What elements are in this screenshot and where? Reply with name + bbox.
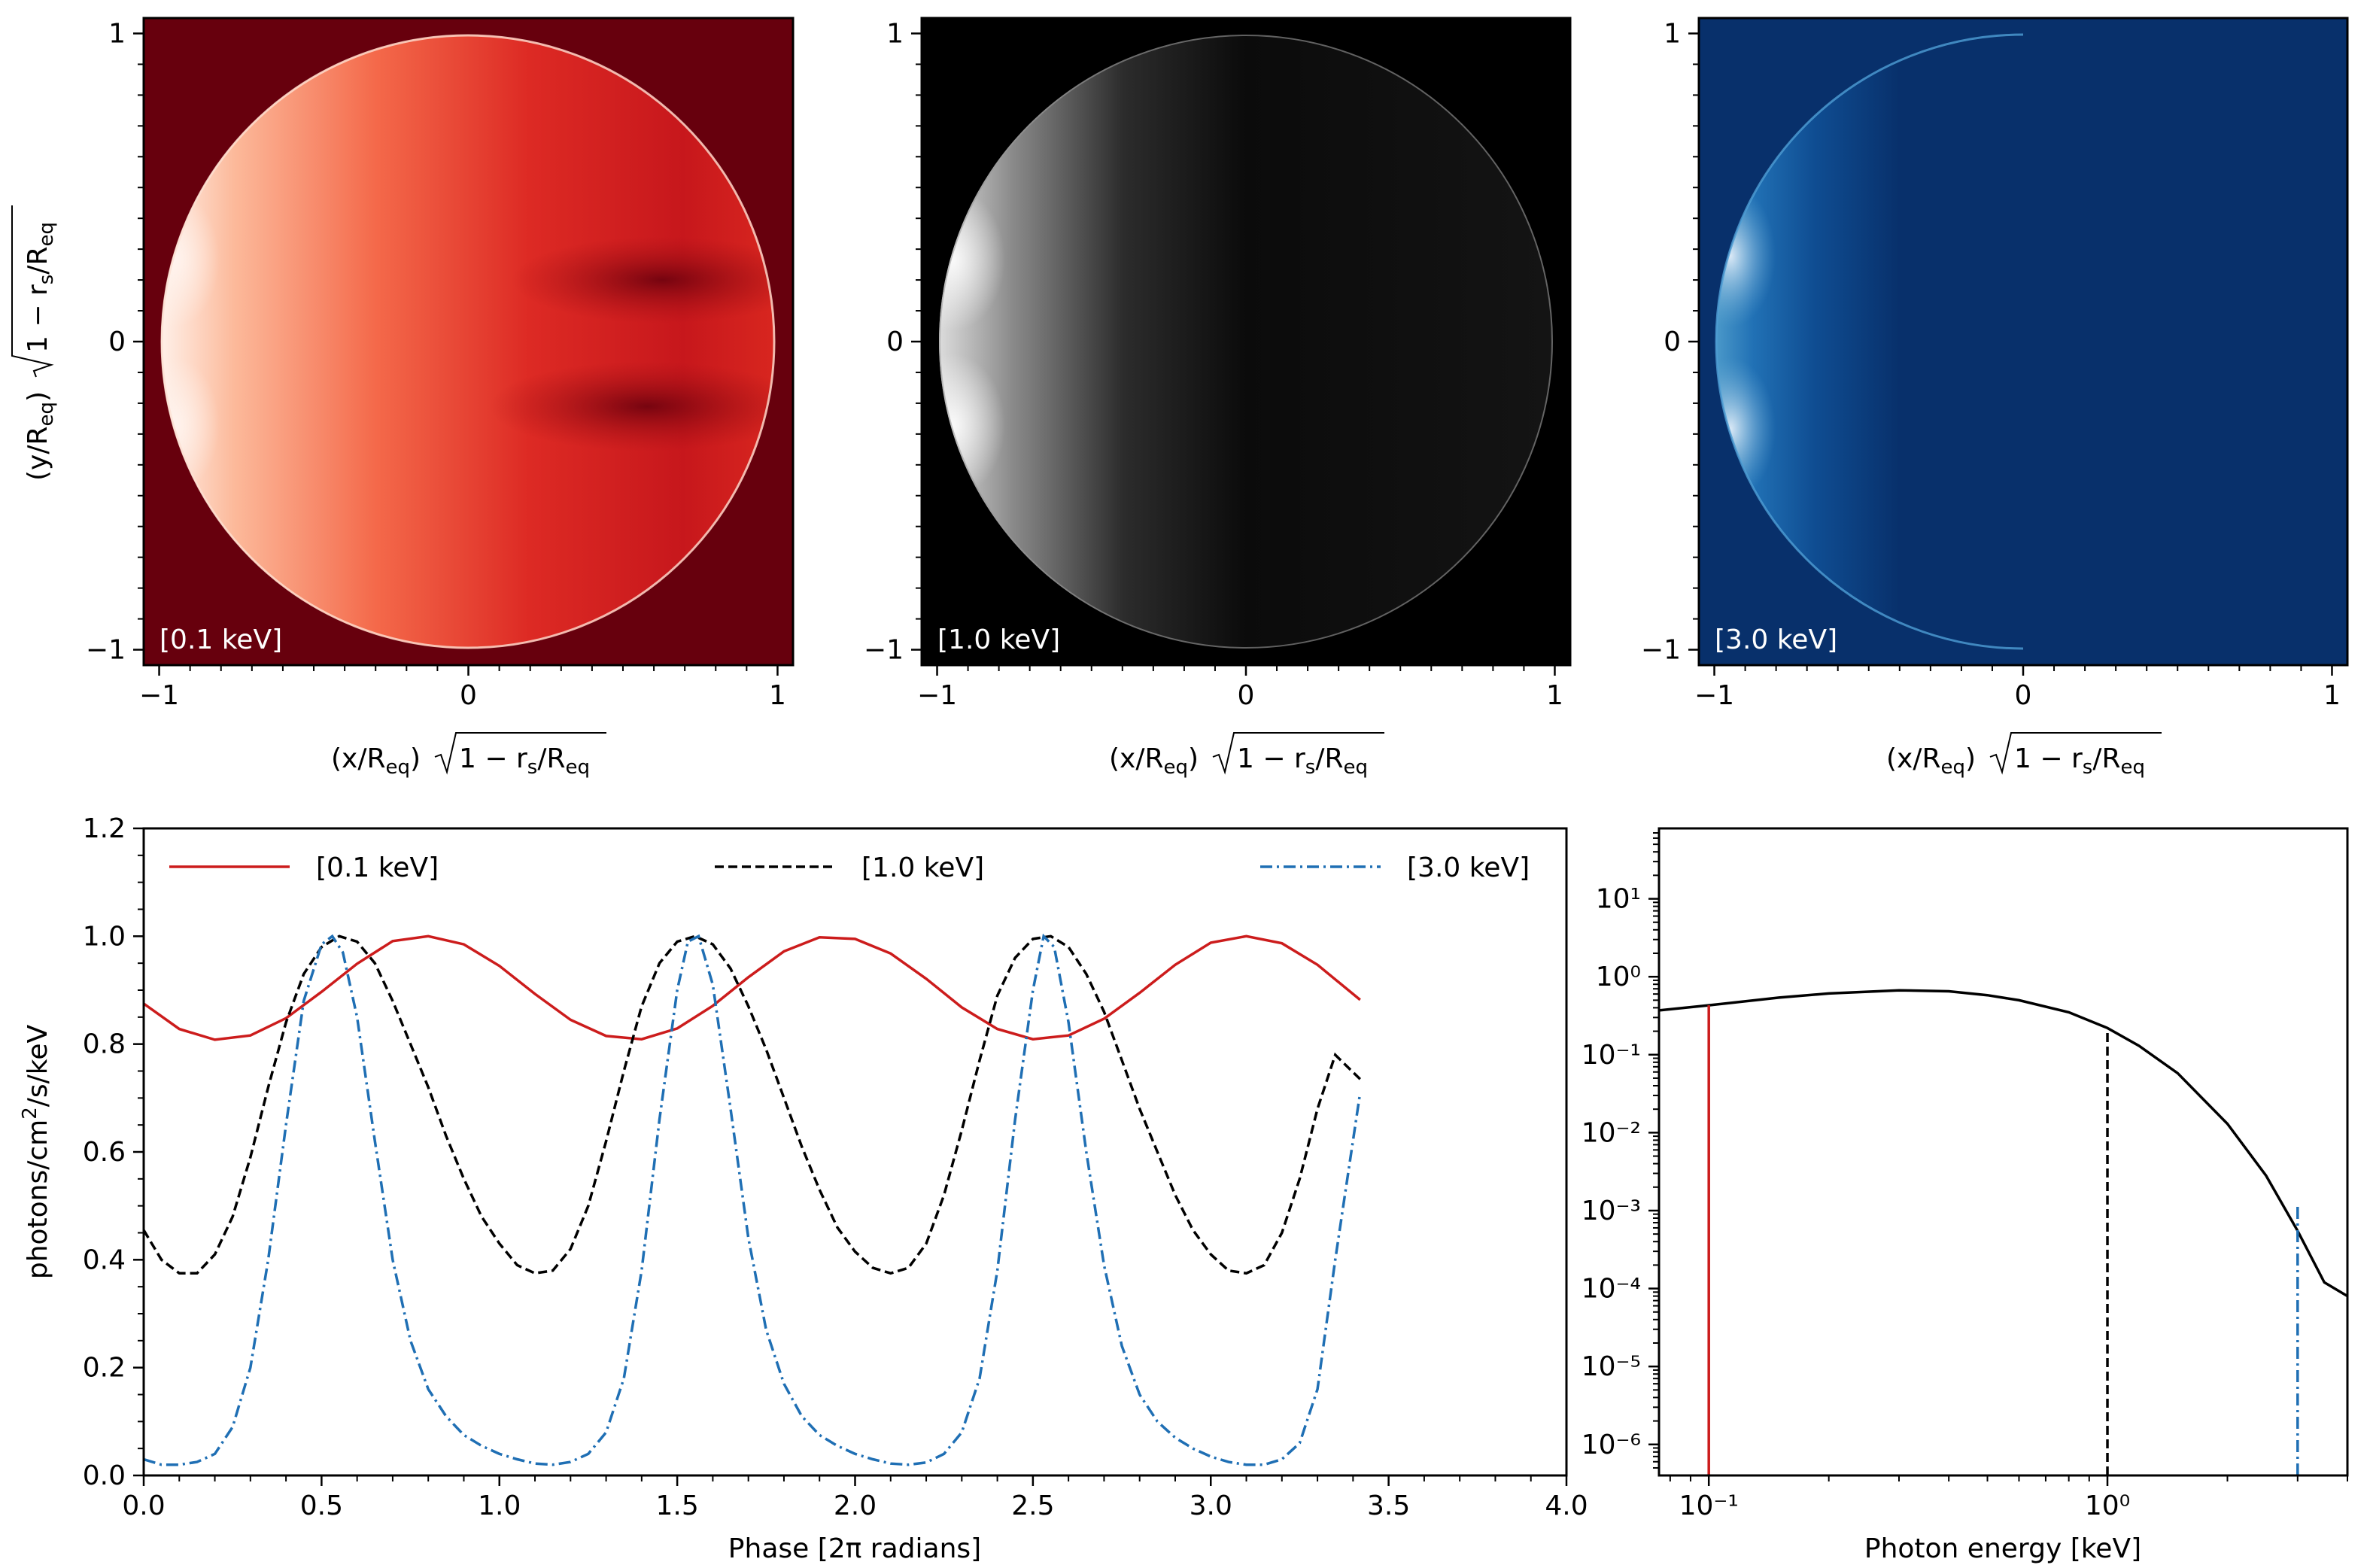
y-tick-label: 1.0 <box>83 921 126 952</box>
panel-2-xlabel: (x/Req) 1 − rs/Req <box>1109 732 1384 779</box>
panel-2-bright-spot-lower <box>939 354 1005 497</box>
panel-3-axes: −1 0 1 −1 0 1 <box>1641 17 2349 711</box>
panel-1-ylabel: (y/Req) 1 − rs/Req <box>11 205 58 481</box>
svg-text:(y/Req): (y/Req) <box>23 391 58 481</box>
svg-text:(x/Req): (x/Req) <box>1109 743 1199 779</box>
y-tick-label: −1 <box>1641 635 1681 666</box>
svg-text:1 − rs/Req: 1 − rs/Req <box>1237 743 1368 779</box>
legend-label-1: [1.0 keV] <box>861 852 984 883</box>
pulse-profile-frame-bg <box>144 828 1566 1475</box>
y-tick-label: 10⁻² <box>1582 1117 1641 1148</box>
spectrum-panel: 10⁻¹ 10⁰ 10⁻⁶ 10⁻⁵ 10⁻⁴ 10⁻³ 10⁻² 10⁻¹ 10⁰ 10¹ Ph… <box>1582 827 2349 1564</box>
x-tick-label: 0 <box>1238 680 1255 711</box>
legend: [0.1 keV] [1.0 keV] [3.0 keV] <box>169 852 1530 883</box>
svg-text:1 − rs/Req: 1 − rs/Req <box>459 743 590 779</box>
y-tick-label: 1 <box>1664 18 1681 49</box>
y-tick-label: 0.8 <box>83 1029 126 1060</box>
x-tick-label: 1 <box>1546 680 1563 711</box>
y-tick-label: −1 <box>864 635 904 666</box>
y-tick-label: 0 <box>886 327 904 357</box>
pulse-profile-panel: 0.0 0.5 1.0 1.5 2.0 2.5 3.0 3.5 4.0 0.0 0.2 0.4 0.6 0… <box>19 813 1588 1564</box>
panel-1-star-disk <box>161 35 775 649</box>
panel-1-annotation: [0.1 keV] <box>160 624 282 655</box>
panel-2-limb <box>939 35 1553 649</box>
legend-label-2: [3.0 keV] <box>1407 852 1530 883</box>
panel-1-limb <box>160 34 776 649</box>
image-panel-1-0kev: [1.0 keV] −1 0 1 −1 0 1 <box>864 17 1572 711</box>
x-tick-label: 1 <box>2323 680 2341 711</box>
x-tick-label: 0 <box>460 680 477 711</box>
panel-3-limb <box>1715 33 2024 650</box>
x-tick-label: 10⁻¹ <box>1679 1491 1739 1521</box>
y-tick-label: 0.0 <box>83 1460 126 1491</box>
x-tick-label: 2.0 <box>834 1491 877 1521</box>
x-tick-label: 2.5 <box>1011 1491 1054 1521</box>
legend-label-0: [0.1 keV] <box>316 852 439 883</box>
y-tick-label: 10⁻¹ <box>1582 1040 1641 1071</box>
y-tick-label: 10⁻⁶ <box>1582 1430 1641 1460</box>
series-line-2 <box>144 933 1362 1466</box>
y-tick-label: 0.4 <box>83 1244 126 1275</box>
spectrum-axes: 10⁻¹ 10⁰ 10⁻⁶ 10⁻⁵ 10⁻⁴ 10⁻³ 10⁻² 10⁻¹ 10⁰ 10¹ <box>1582 827 2349 1521</box>
y-tick-label: 10⁻⁵ <box>1582 1351 1641 1382</box>
panel-2-bright-spot-upper <box>939 188 1005 331</box>
axes-frame <box>1657 827 2349 1477</box>
panel-1-bright-spot-upper <box>161 192 220 327</box>
svg-text:photons/cm2/s/keV: photons/cm2/s/keV <box>19 1024 53 1279</box>
spectrum-xlabel: Photon energy [keV] <box>1864 1533 2141 1564</box>
svg-text:1 − rs/Req: 1 − rs/Req <box>2014 743 2145 779</box>
x-tick-label: 0.0 <box>122 1491 165 1521</box>
x-tick-label: 10⁰ <box>2085 1491 2130 1521</box>
y-tick-label: 0.6 <box>83 1137 126 1168</box>
image-panel-0-1kev: [0.1 keV] −1 0 1 −1 0 1 <box>86 17 795 711</box>
x-tick-label: 4.0 <box>1545 1491 1588 1521</box>
y-tick-label: 1 <box>108 18 126 49</box>
svg-text:(x/Req): (x/Req) <box>331 743 421 779</box>
spectrum-frame-bg <box>1659 828 2347 1475</box>
panel-2-star-disk <box>939 35 1553 649</box>
x-tick-label: 0.5 <box>300 1491 343 1521</box>
y-tick-label: 0 <box>108 327 126 357</box>
y-tick-label: 0.2 <box>83 1353 126 1384</box>
x-tick-label: −1 <box>139 680 179 711</box>
panel-1-axes: −1 0 1 −1 0 1 <box>86 17 795 711</box>
panel-1-xlabel: (x/Req) 1 − rs/Req <box>331 732 606 779</box>
panel-3-star-disk <box>1716 35 2330 649</box>
y-tick-label: 1 <box>886 18 904 49</box>
x-tick-label: −1 <box>917 680 957 711</box>
svg-text:1 − rs/Req: 1 − rs/Req <box>23 222 58 353</box>
y-tick-label: 0 <box>1664 327 1681 357</box>
y-tick-label: 10⁻³ <box>1582 1196 1641 1226</box>
panel-3-annotation: [3.0 keV] <box>1715 624 1837 655</box>
x-tick-label: 1 <box>769 680 786 711</box>
panel-3-xlabel: (x/Req) 1 − rs/Req <box>1886 732 2162 779</box>
spectrum-line <box>1659 989 2347 1298</box>
pulse-profile-xlabel: Phase [2π radians] <box>728 1533 981 1564</box>
panel-3-bright-spot-upper <box>1716 184 1776 327</box>
panel-1-dark-band-upper <box>512 236 775 324</box>
panel-3-bright-spot-lower <box>1716 357 1776 500</box>
x-tick-label: −1 <box>1694 680 1734 711</box>
y-tick-label: 10⁻⁴ <box>1582 1274 1641 1305</box>
panel-2-annotation: [1.0 keV] <box>937 624 1060 655</box>
panel-1-bright-spot-lower <box>161 357 220 493</box>
x-tick-label: 3.5 <box>1367 1491 1410 1521</box>
y-tick-label: 10¹ <box>1596 884 1641 915</box>
y-tick-label: −1 <box>86 635 126 666</box>
pulse-profile-ylabel: photons/cm2/s/keV <box>19 1024 53 1279</box>
x-tick-label: 0 <box>2015 680 2032 711</box>
series-line-1 <box>144 934 1362 1275</box>
y-tick-label: 1.2 <box>83 813 126 844</box>
x-tick-label: 1.5 <box>655 1491 698 1521</box>
svg-text:(x/Req): (x/Req) <box>1886 743 1976 779</box>
panel-2-axes: −1 0 1 −1 0 1 <box>864 17 1572 711</box>
x-tick-label: 1.0 <box>478 1491 521 1521</box>
y-tick-label: 10⁰ <box>1596 962 1641 992</box>
panel-1-dark-band-lower <box>489 361 775 451</box>
x-tick-label: 3.0 <box>1190 1491 1232 1521</box>
pulse-profile-axes: 0.0 0.5 1.0 1.5 2.0 2.5 3.0 3.5 4.0 0.0 0.2 0.4 0.6 0… <box>83 813 1588 1521</box>
series-line-0 <box>144 934 1361 1041</box>
image-panel-3-0kev: [3.0 keV] −1 0 1 −1 0 1 <box>1641 17 2349 711</box>
